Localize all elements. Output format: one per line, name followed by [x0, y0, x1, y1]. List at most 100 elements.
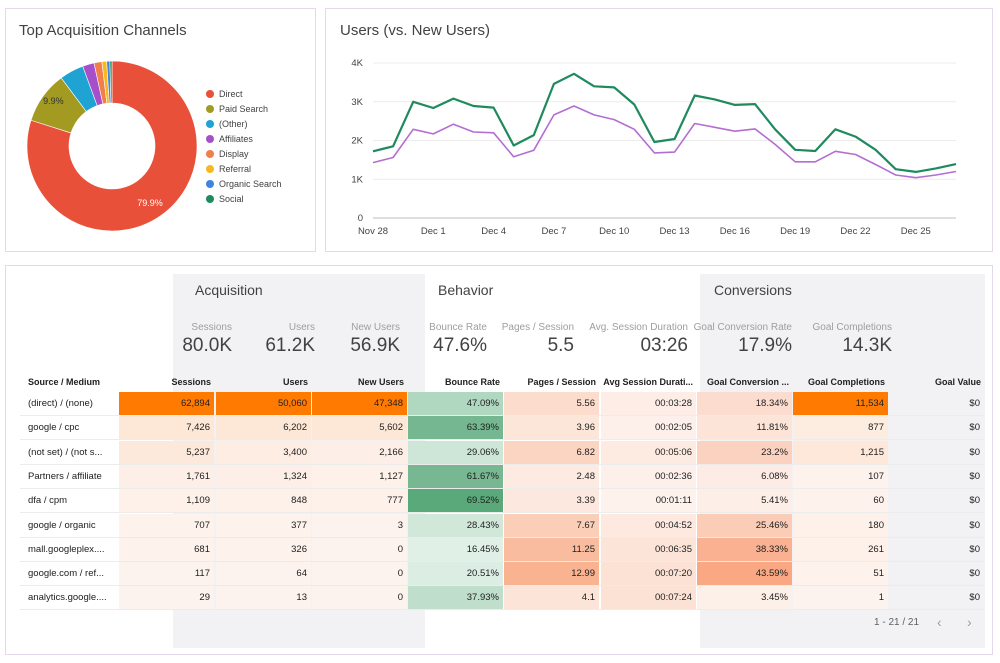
legend-item[interactable]: Organic Search [206, 179, 282, 189]
metric-value: 03:26 [640, 335, 688, 356]
donut-slice-label: 9.9% [43, 96, 64, 106]
source-medium-cell[interactable]: (direct) / (none) [28, 398, 93, 409]
table-cell: 47,348 [312, 392, 407, 415]
donut-title: Top Acquisition Channels [19, 22, 187, 39]
column-header[interactable]: Bounce Rate [444, 377, 500, 387]
column-header[interactable]: Avg Session Durati... [603, 377, 693, 387]
table-cell: 6.08% [697, 464, 792, 488]
legend-label: Organic Search [219, 179, 282, 189]
metric-value: 56.9K [350, 335, 400, 356]
legend-item[interactable]: (Other) [206, 119, 248, 129]
x-tick-label: Dec 16 [720, 226, 750, 237]
table-row[interactable]: Partners / affiliate 1,761 1,324 1,127 61.67… [20, 464, 984, 489]
table-cell: 5,602 [312, 416, 407, 440]
table-cell: 848 [216, 489, 311, 513]
x-tick-label: Dec 1 [421, 226, 446, 237]
column-header[interactable]: Pages / Session [527, 377, 596, 387]
table-row[interactable]: mall.googleplex.... 681 326 0 16.45% 11.25 00:… [20, 537, 984, 562]
legend-item[interactable]: Social [206, 194, 244, 204]
table-cell: 1 [793, 586, 888, 610]
new-users-line[interactable] [372, 105, 957, 179]
source-medium-cell[interactable]: dfa / cpm [28, 495, 68, 507]
table-cell: 13 [216, 586, 311, 610]
table-cell: 00:03:28 [601, 392, 696, 415]
table-cell: 1,761 [119, 464, 214, 488]
table-cell: 60 [793, 489, 888, 513]
source-medium-cell[interactable]: (not set) / (not s... [28, 446, 103, 458]
table-cell: $0 [969, 398, 980, 409]
column-header[interactable]: Sessions [171, 377, 211, 387]
source-medium-cell[interactable]: google / organic [28, 519, 96, 531]
column-header[interactable]: Goal Conversion ... [706, 377, 789, 387]
legend-item[interactable]: Referral [206, 164, 251, 174]
table-cell: 3 [312, 513, 407, 537]
section-behavior: Behavior [438, 282, 494, 298]
column-header[interactable]: Users [282, 377, 308, 387]
table-cell: 326 [216, 537, 311, 561]
table-cell: 25.46% [697, 513, 792, 537]
table-row[interactable]: google.com / ref... 117 64 0 20.51% 12.99 00:0… [20, 562, 984, 587]
legend-label: (Other) [219, 119, 248, 129]
legend-color-swatch [206, 165, 214, 173]
table-cell: 00:02:36 [601, 464, 696, 488]
source-medium-cell[interactable]: mall.googleplex.... [28, 543, 105, 555]
table-cell: 11.81% [697, 416, 792, 440]
legend-color-swatch [206, 105, 214, 113]
line-chart-title: Users (vs. New Users) [340, 22, 491, 39]
table-cell: 51 [793, 562, 888, 586]
column-header[interactable]: New Users [357, 377, 404, 387]
legend-item[interactable]: Affiliates [206, 134, 253, 144]
table-cell: 1,127 [312, 464, 407, 488]
metric-value: 80.0K [182, 335, 232, 356]
table-cell: 877 [793, 416, 888, 440]
table-row[interactable]: (not set) / (not s... 5,237 3,400 2,166 29.0… [20, 440, 984, 465]
legend-label: Paid Search [219, 104, 269, 114]
metric-goal-conversion-rate: Goal Conversion Rate 17.9% [694, 322, 792, 357]
y-tick-label: 4K [351, 58, 363, 69]
donut-slice-direct[interactable] [26, 60, 198, 232]
table-row[interactable]: google / organic 707 377 3 28.43% 7.67 00:04:5… [20, 513, 984, 538]
table-cell: 47.09% [408, 392, 503, 415]
table-cell: 707 [119, 513, 214, 537]
donut-slice-social[interactable] [109, 60, 113, 104]
section-acquisition: Acquisition [195, 282, 263, 298]
table-cell: 23.2% [697, 440, 792, 464]
table-row[interactable]: dfa / cpm 1,109 848 777 69.52% 3.39 00:01:11 5.… [20, 489, 984, 514]
chevron-right-icon[interactable]: › [967, 614, 972, 630]
source-medium-cell[interactable]: Partners / affiliate [28, 470, 102, 482]
metric-label: New Users [351, 322, 400, 333]
table-cell: 37.93% [408, 586, 503, 610]
table-cell: 2,166 [312, 440, 407, 464]
table-cell: 777 [312, 489, 407, 513]
column-header[interactable]: Goal Completions [807, 377, 885, 387]
line-chart[interactable]: 0 1K 2K 3K 4K Nov 28 Dec 1 Dec 4 Dec 7 Dec 10 Dec … [326, 51, 992, 251]
metric-label: Goal Conversion Rate [693, 322, 792, 333]
x-tick-label: Dec 25 [901, 226, 931, 237]
table-cell: 64 [216, 562, 311, 586]
y-tick-label: 3K [351, 97, 363, 108]
x-tick-label: Dec 22 [840, 226, 870, 237]
legend-item[interactable]: Direct [206, 89, 243, 99]
table-cell: 1,215 [793, 440, 888, 464]
column-header[interactable]: Source / Medium [28, 377, 101, 387]
table-cell: 69.52% [408, 489, 503, 513]
table-row[interactable]: google / cpc 7,426 6,202 5,602 63.39% 3.96 00:… [20, 416, 984, 441]
users-line[interactable] [372, 72, 957, 174]
table-cell: 180 [793, 513, 888, 537]
legend-label: Affiliates [219, 134, 253, 144]
chevron-left-icon[interactable]: ‹ [937, 614, 942, 630]
table-row[interactable]: (direct) / (none) 62,894 50,060 47,348 47.09… [20, 392, 984, 416]
source-medium-cell[interactable]: google.com / ref... [28, 568, 105, 580]
legend-item[interactable]: Paid Search [206, 104, 268, 114]
table-row[interactable]: analytics.google.... 29 13 0 37.93% 4.1 00:07:… [20, 586, 984, 611]
source-medium-cell[interactable]: google / cpc [28, 422, 80, 434]
legend-item[interactable]: Display [206, 149, 249, 159]
table-cell: $0 [969, 422, 980, 434]
table-cell: $0 [969, 543, 980, 555]
table-cell: 5,237 [119, 440, 214, 464]
donut-chart[interactable]: 79.9% 9.9% [12, 49, 212, 249]
source-medium-cell[interactable]: analytics.google.... [28, 592, 107, 604]
table-cell: 1,109 [119, 489, 214, 513]
table-cell: 5.56 [504, 392, 599, 415]
column-header[interactable]: Goal Value [934, 377, 981, 387]
